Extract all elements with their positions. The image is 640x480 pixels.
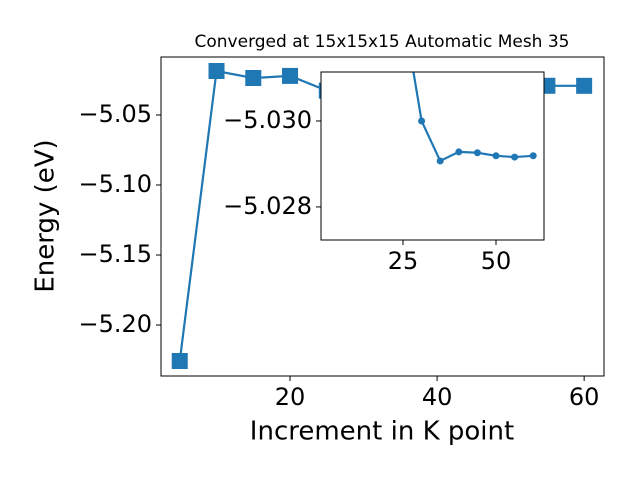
y-axis-label: Energy (eV) [31,139,61,292]
x-tick-label: 50 [481,247,512,275]
y-tick-label: −5.20 [78,310,152,338]
x-tick-label: 40 [422,383,453,411]
y-tick-label: −5.10 [78,170,152,198]
marker [436,157,444,165]
marker [473,149,481,157]
marker [576,77,593,94]
marker [418,117,426,125]
y-tick-label: −5.05 [78,100,152,128]
x-tick-label: 20 [275,383,306,411]
marker [282,67,299,84]
marker [208,63,225,80]
axes-frame [160,56,605,377]
marker [511,153,519,161]
axes-frame [320,71,545,241]
x-tick-label: 60 [569,383,600,411]
x-tick-label: 25 [388,247,419,275]
chart-title: Converged at 15x15x15 Automatic Mesh 35 [195,32,570,52]
y-tick-label: −5.028 [223,192,312,220]
y-tick-label: −5.030 [223,106,312,134]
marker [455,148,463,156]
marker [171,353,188,370]
marker [399,6,406,13]
marker [529,152,537,160]
y-tick-label: −5.15 [78,240,152,268]
marker [245,70,262,87]
marker [492,152,500,160]
x-axis-label: Increment in K point [250,417,514,447]
